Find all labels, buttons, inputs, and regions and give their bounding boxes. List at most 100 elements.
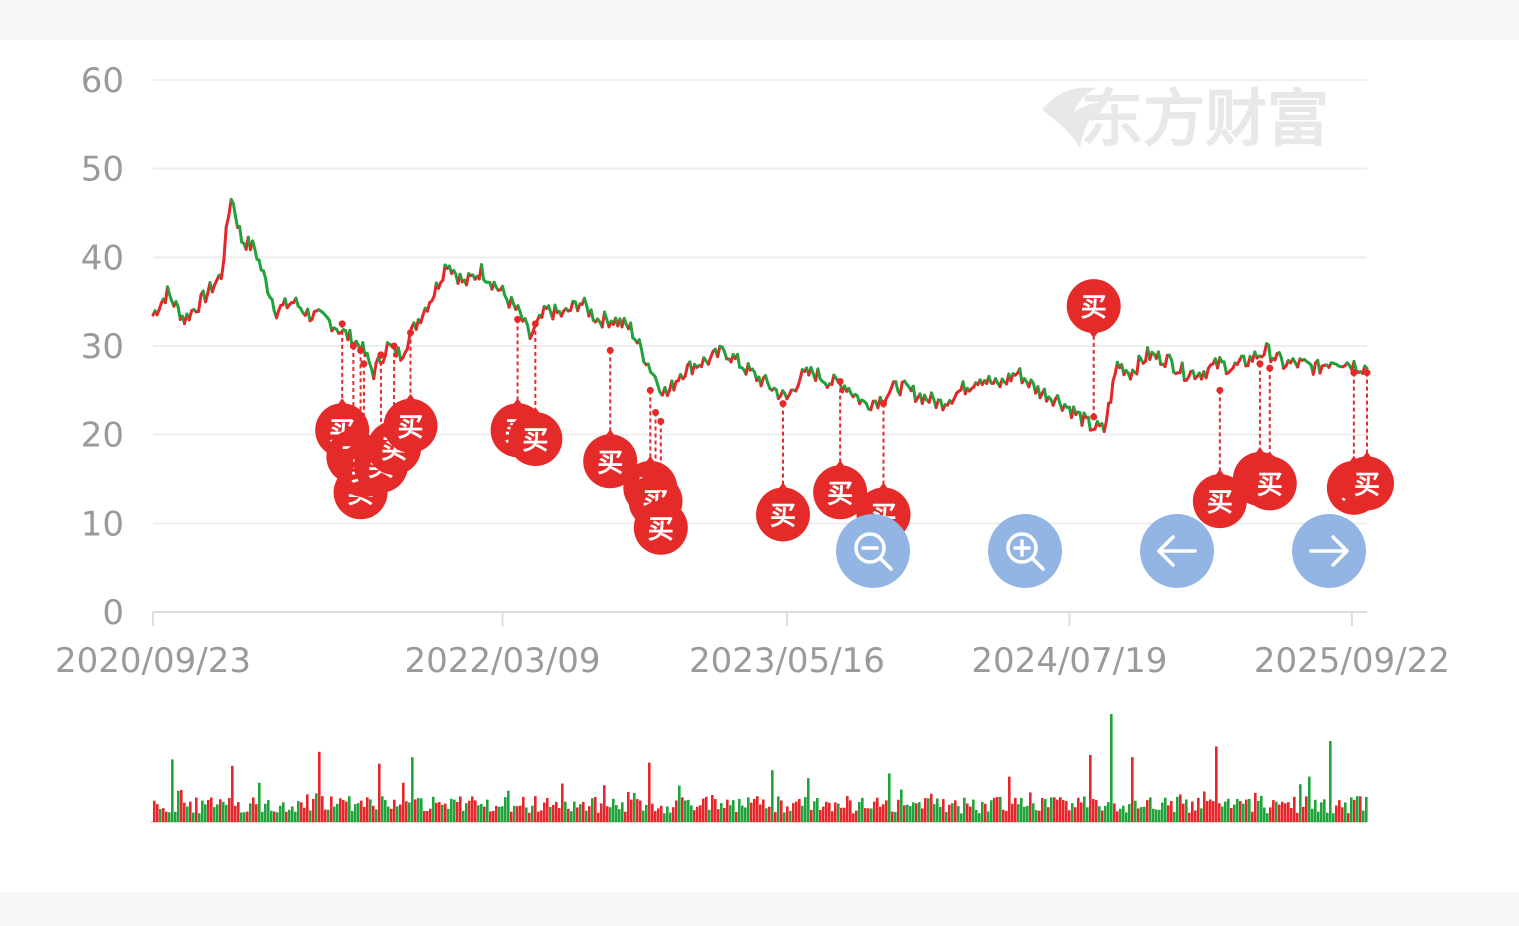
volume-bar (684, 800, 687, 822)
volume-bar (408, 802, 411, 822)
price-segment (1242, 354, 1248, 368)
volume-bar (1242, 803, 1245, 822)
volume-bar (879, 806, 882, 822)
volume-bar (672, 807, 675, 822)
volume-bar (1326, 812, 1329, 822)
volume-bar (375, 809, 378, 822)
buy-marker[interactable]: 买 (755, 400, 810, 542)
volume-bar (153, 800, 156, 822)
volume-bar (1158, 809, 1161, 822)
volume-bar (606, 806, 609, 822)
volume-bar (171, 759, 174, 822)
volume-bar (1224, 801, 1227, 822)
volume-bar (570, 811, 573, 822)
volume-bar (1071, 803, 1074, 822)
volume-bar (939, 806, 942, 822)
zoom-in-button[interactable] (988, 514, 1062, 588)
volume-bar (1266, 813, 1269, 822)
price-segment (397, 346, 403, 362)
volume-bar (507, 790, 510, 822)
volume-bar (891, 811, 894, 822)
volume-bar (444, 803, 447, 822)
volume-bar (201, 800, 204, 822)
volume-bar (333, 806, 336, 822)
volume-bar (234, 805, 237, 822)
volume-bar (816, 797, 819, 822)
buy-marker[interactable]: 买 (813, 377, 868, 520)
pan-left-button[interactable] (1140, 514, 1214, 588)
volume-bar (1206, 801, 1209, 822)
volume-bar (981, 801, 984, 822)
volume-bar (603, 785, 606, 822)
buy-marker[interactable]: 买 (583, 346, 638, 489)
volume-bar (1308, 776, 1311, 822)
price-segment (1086, 415, 1092, 432)
volume-bar (1299, 784, 1302, 822)
volume-bar (573, 801, 576, 822)
price-segment (231, 201, 237, 218)
volume-bar (1026, 805, 1029, 822)
volume-bar (498, 806, 501, 822)
volume-bar (870, 808, 873, 822)
volume-bar (513, 805, 516, 822)
volume-bar (273, 811, 276, 822)
price-segment (1311, 361, 1317, 376)
volume-bar (705, 796, 708, 822)
buy-marker[interactable]: 买 (1340, 369, 1394, 511)
volume-bar (792, 803, 795, 822)
buy-marker[interactable]: 买 (1192, 386, 1247, 529)
volume-bar (546, 797, 549, 822)
volume-bar (522, 796, 525, 822)
volume-bar (873, 801, 876, 822)
volume-bar (882, 804, 885, 822)
volume-bar (969, 806, 972, 822)
volume-bar (948, 804, 951, 822)
volume-bar (1278, 804, 1281, 822)
volume-bars (151, 714, 1368, 823)
volume-bar (972, 799, 975, 822)
x-axis (152, 611, 1367, 626)
buy-marker[interactable]: 买 (383, 329, 438, 453)
volume-bar (1080, 802, 1083, 822)
volume-bar (678, 785, 681, 822)
volume-bar (1140, 807, 1143, 822)
volume-bar (1098, 806, 1101, 822)
volume-bar (327, 809, 330, 822)
buy-marker[interactable]: 买 (633, 417, 688, 555)
y-tick-label: 50 (81, 150, 124, 190)
volume-bar (849, 800, 852, 822)
volume-bar (1182, 803, 1185, 822)
zoom-out-button[interactable] (836, 514, 910, 588)
volume-bar (1191, 801, 1194, 822)
volume-bar (1005, 811, 1008, 822)
buy-marker[interactable]: 买 (1066, 279, 1121, 421)
price-segment (187, 309, 194, 322)
volume-bar (342, 799, 345, 822)
volume-bar (402, 782, 405, 822)
volume-bar (405, 801, 408, 822)
volume-bar (1113, 803, 1116, 822)
volume-bar (687, 799, 690, 822)
volume-bar (1338, 800, 1341, 822)
pan-right-button[interactable] (1292, 514, 1366, 588)
volume-bar (1197, 797, 1200, 822)
volume-bar (777, 796, 780, 822)
volume-bar (918, 802, 921, 822)
volume-bar (558, 808, 561, 822)
price-segment (441, 263, 447, 282)
volume-bar (1248, 798, 1251, 822)
volume-bar (1281, 801, 1284, 822)
price-segment (637, 338, 643, 351)
volume-bar (1293, 796, 1296, 822)
volume-bar (1131, 757, 1134, 822)
volume-bar (1074, 807, 1077, 822)
buy-marker[interactable]: 买 (508, 320, 563, 467)
buy-marker[interactable]: 买 (1242, 364, 1297, 511)
volume-bar (1344, 802, 1347, 822)
price-segment (253, 247, 259, 261)
price-segment (1102, 419, 1108, 434)
volume-bar (831, 811, 834, 822)
price-segment (1104, 401, 1111, 423)
volume-bar (627, 791, 630, 822)
volume-bar (1155, 809, 1158, 822)
